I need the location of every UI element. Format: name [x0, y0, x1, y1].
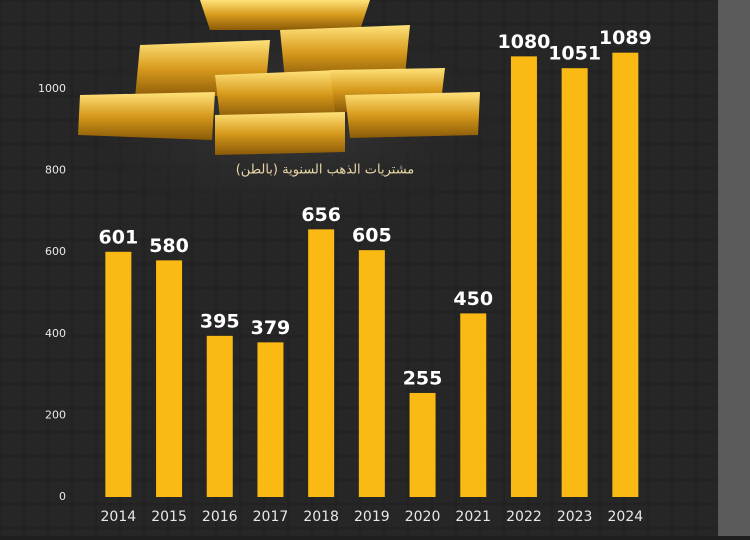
value-label: 1051 — [548, 43, 601, 65]
value-label: 395 — [200, 310, 240, 332]
bar — [358, 250, 385, 497]
x-tick-label: 2015 — [151, 509, 187, 525]
x-tick-label: 2014 — [101, 509, 137, 525]
y-tick-label: 600 — [45, 245, 66, 258]
bar — [156, 260, 183, 497]
bar — [510, 56, 537, 498]
side-strip — [718, 0, 750, 536]
x-tick-label: 2019 — [354, 509, 390, 525]
x-tick-label: 2020 — [405, 509, 441, 525]
x-tick-label: 2024 — [608, 509, 644, 525]
gold-bars-illustration — [78, 0, 480, 155]
value-label: 601 — [99, 226, 139, 248]
value-label: 580 — [149, 235, 189, 257]
x-tick-label: 2022 — [506, 509, 542, 525]
value-label: 450 — [453, 288, 493, 310]
bar — [561, 68, 588, 497]
y-tick-label: 0 — [59, 490, 66, 503]
value-label: 605 — [352, 225, 392, 247]
x-tick-label: 2017 — [253, 509, 289, 525]
x-tick-label: 2023 — [557, 509, 593, 525]
bar — [206, 335, 233, 497]
bar — [257, 342, 284, 497]
x-tick-label: 2016 — [202, 509, 238, 525]
y-tick-label: 1000 — [38, 82, 66, 95]
bar — [105, 251, 132, 497]
bar — [460, 313, 487, 497]
bar — [409, 392, 436, 497]
value-label: 379 — [251, 317, 291, 339]
chart-title: مشتريات الذهب السنوية (بالطن) — [236, 163, 415, 178]
value-label: 1089 — [599, 27, 652, 49]
x-tick-label: 2021 — [455, 509, 491, 525]
y-tick-label: 200 — [45, 408, 66, 421]
y-tick-label: 400 — [45, 327, 66, 340]
bar — [612, 52, 639, 498]
y-tick-label: 800 — [45, 164, 66, 177]
value-label: 255 — [403, 367, 443, 389]
bar — [308, 229, 335, 498]
x-tick-label: 2018 — [303, 509, 339, 525]
value-label: 1080 — [498, 31, 551, 53]
value-label: 656 — [301, 204, 341, 226]
